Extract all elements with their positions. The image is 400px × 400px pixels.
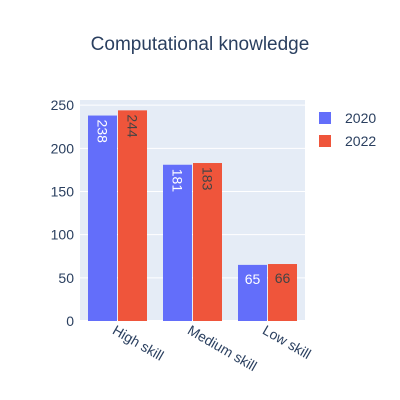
legend-swatch — [319, 135, 331, 147]
y-tick-label: 50 — [58, 270, 74, 286]
bar-value-label: 238 — [95, 120, 111, 144]
legend[interactable]: 2020 2022 — [319, 110, 376, 149]
y-tick-label: 150 — [51, 184, 75, 200]
legend-swatch — [319, 112, 331, 124]
chart-title: Computational knowledge — [91, 34, 310, 55]
bar-2022-low-skill[interactable] — [268, 264, 297, 321]
bar-labels: 238 244 181 183 65 66 — [95, 114, 291, 287]
y-axis-ticks: 0 50 100 150 200 250 — [51, 97, 75, 329]
bar-value-label: 244 — [125, 114, 141, 138]
bar-2022-medium-skill[interactable] — [193, 163, 222, 321]
y-tick-label: 250 — [51, 97, 75, 113]
bar-value-label: 181 — [170, 169, 186, 193]
bar-2020-medium-skill[interactable] — [163, 164, 192, 321]
y-tick-label: 0 — [66, 313, 74, 329]
y-tick-label: 100 — [51, 227, 75, 243]
bar-value-label: 183 — [200, 167, 216, 191]
bar-value-label: 65 — [245, 271, 261, 287]
bar-value-label: 66 — [275, 270, 291, 286]
bars — [88, 110, 297, 321]
legend-label: 2020 — [345, 110, 376, 126]
legend-item-2022[interactable]: 2022 — [319, 133, 376, 149]
legend-item-2020[interactable]: 2020 — [319, 110, 376, 126]
y-tick-label: 200 — [51, 140, 75, 156]
legend-label: 2022 — [345, 133, 376, 149]
gridlines — [80, 104, 305, 322]
bar-2020-low-skill[interactable] — [238, 264, 267, 321]
bar-2020-high-skill[interactable] — [88, 115, 117, 321]
plot-area — [80, 100, 305, 321]
bar-2022-high-skill[interactable] — [118, 110, 147, 321]
